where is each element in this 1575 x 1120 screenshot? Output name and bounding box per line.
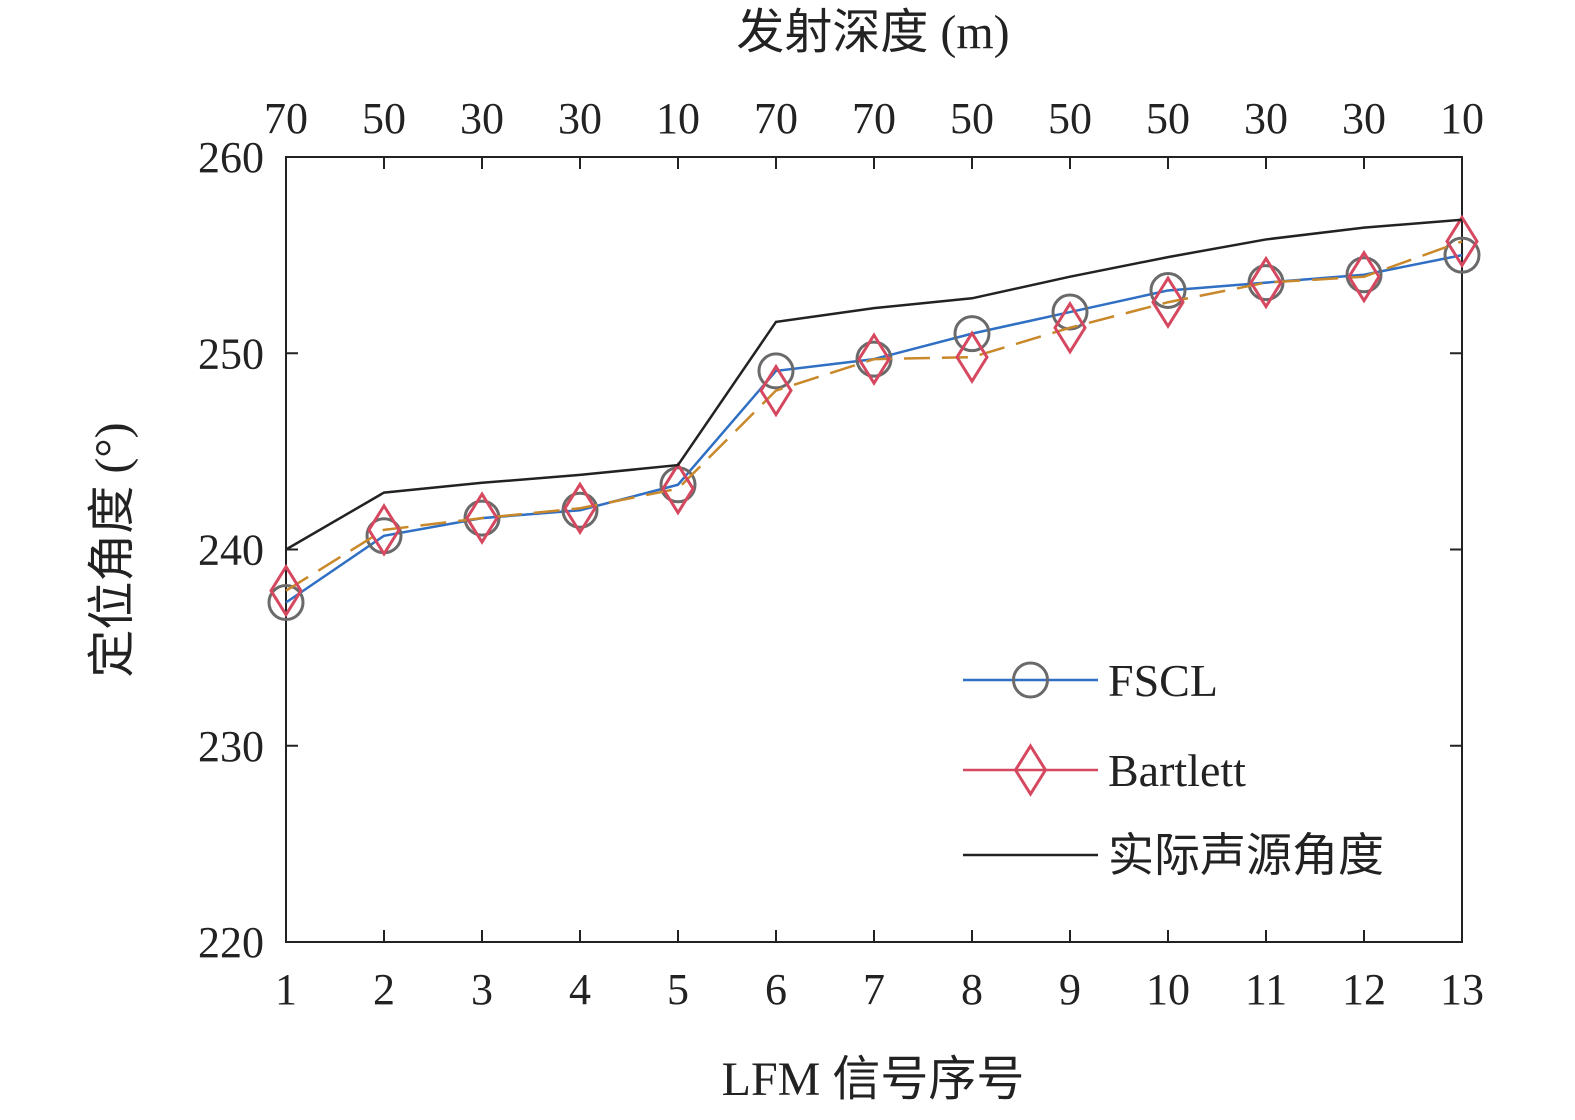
- x-tick-label: 6: [765, 965, 787, 1014]
- plot-frame: [285, 156, 1463, 943]
- data-point: [1249, 255, 1283, 310]
- y-tick-label: 220: [198, 918, 264, 967]
- top-tick-label: 30: [1342, 94, 1386, 143]
- data-point: [955, 330, 989, 385]
- x-tick-label: 5: [667, 965, 689, 1014]
- data-point: [1443, 236, 1481, 274]
- data-point: [1445, 214, 1479, 269]
- data-point: [659, 466, 697, 504]
- data-point: [953, 315, 991, 353]
- top-tick-label: 10: [656, 94, 700, 143]
- top-tick-label: 50: [1146, 94, 1190, 143]
- x-tick-label: 13: [1440, 965, 1484, 1014]
- x-tick-label: 10: [1146, 965, 1190, 1014]
- top-tick-label: 30: [460, 94, 504, 143]
- top-tick-label: 70: [264, 94, 308, 143]
- data-point: [269, 563, 303, 618]
- y-tick-label: 250: [198, 329, 264, 378]
- legend: FSCL Bartlett 实际声源角度: [963, 655, 1384, 881]
- data-point: [661, 461, 695, 516]
- data-point: [1151, 275, 1185, 330]
- x-tick-label: 8: [961, 965, 983, 1014]
- x-axis-title: LFM 信号序号: [722, 1053, 1025, 1106]
- top-tick-label: 70: [754, 94, 798, 143]
- plot-area: [267, 156, 1481, 943]
- x-tick-label: 3: [471, 965, 493, 1014]
- data-point: [1345, 256, 1383, 294]
- series-1: [269, 214, 1479, 618]
- data-point: [759, 363, 793, 418]
- y-tick-label: 230: [198, 722, 264, 771]
- top-tick-labels: 70 50 30 30 10 70 70 50 50 50 30 30 10: [264, 94, 1484, 143]
- top-tick-label: 50: [362, 94, 406, 143]
- top-tick-label: 10: [1440, 94, 1484, 143]
- series-0: [267, 236, 1481, 621]
- series-line: [285, 218, 1463, 551]
- y-tick-label: 240: [198, 526, 264, 575]
- x-tick-label: 11: [1245, 965, 1287, 1014]
- legend-label: FSCL: [1108, 655, 1218, 706]
- x-tick-labels: 1 2 3 4 5 6 7 8 9 10 11 12 13: [275, 965, 1484, 1014]
- data-point: [267, 583, 305, 621]
- x-tick-label: 4: [569, 965, 591, 1014]
- legend-marker: [1013, 743, 1048, 797]
- y-tick-labels: 220 230 240 250 260: [198, 133, 264, 967]
- top-tick-label: 30: [558, 94, 602, 143]
- top-axis-title: 发射深度 (m): [736, 6, 1009, 59]
- data-point: [563, 481, 597, 536]
- x-tick-label: 12: [1342, 965, 1386, 1014]
- data-point: [465, 491, 499, 545]
- x-tick-label: 7: [863, 965, 885, 1014]
- data-point: [561, 491, 599, 529]
- series-2: [285, 218, 1463, 551]
- x-tick-label: 9: [1059, 965, 1081, 1014]
- data-point: [757, 352, 795, 390]
- legend-marker: [1012, 661, 1049, 699]
- series-line: [285, 240, 1463, 592]
- data-point: [1053, 300, 1087, 355]
- y-axis-title: 定位角度 (°): [86, 422, 139, 677]
- legend-label: 实际声源角度: [1108, 830, 1384, 881]
- data-point: [463, 499, 501, 537]
- top-tick-label: 50: [950, 94, 994, 143]
- data-point: [857, 332, 891, 386]
- y-tick-label: 260: [198, 133, 264, 182]
- x-tick-label: 1: [275, 965, 297, 1014]
- top-tick-label: 70: [852, 94, 896, 143]
- legend-label: Bartlett: [1108, 745, 1246, 796]
- data-point: [1149, 271, 1187, 309]
- top-tick-label: 30: [1244, 94, 1288, 143]
- top-tick-label: 50: [1048, 94, 1092, 143]
- data-point: [367, 503, 401, 557]
- data-point: [1347, 249, 1381, 304]
- x-tick-label: 2: [373, 965, 395, 1014]
